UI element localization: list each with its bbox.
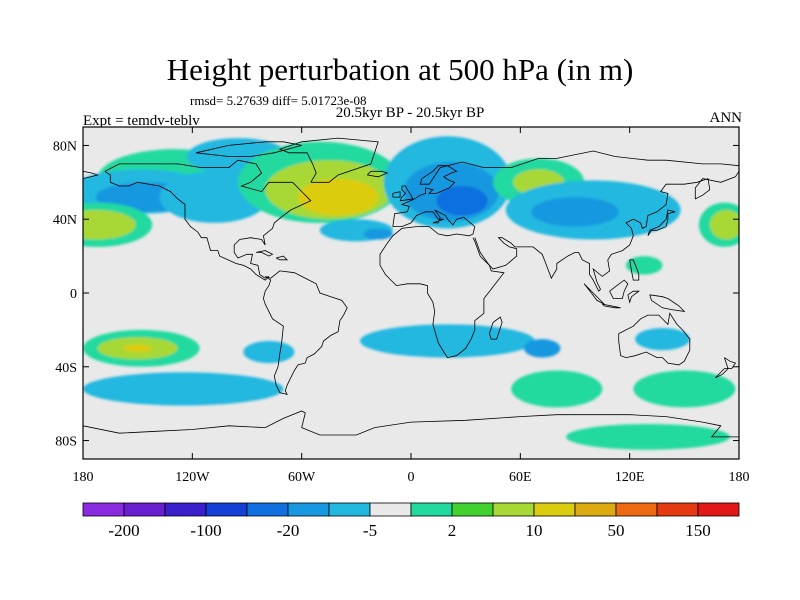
anomaly-neg-strong xyxy=(436,186,488,216)
coastline-segment xyxy=(488,316,503,340)
colorbar-swatch xyxy=(123,502,166,517)
coastline-segment xyxy=(83,170,100,179)
coastlines xyxy=(83,137,739,438)
anomaly-pos-strong xyxy=(123,344,153,353)
colorbar-swatch xyxy=(615,502,658,517)
anomaly-pos-mid xyxy=(709,210,739,240)
lon-tick-label: 0 xyxy=(408,470,415,485)
colorbar-label: 50 xyxy=(608,521,625,540)
coastline-segment xyxy=(104,159,312,281)
anomaly-neg-mod xyxy=(531,197,619,227)
coastline-segment xyxy=(649,294,686,312)
coastline-segment xyxy=(474,171,739,292)
anomaly-pos-strong xyxy=(298,178,379,216)
map-subtitle: 20.5kyr BP - 20.5kyr BP xyxy=(335,105,485,121)
colorbar-label: 2 xyxy=(448,521,457,540)
anomaly-pos-weak xyxy=(511,370,603,408)
colorbar-swatch xyxy=(451,502,494,517)
lat-tick-label: 40S xyxy=(55,361,77,376)
coastline-segment xyxy=(602,303,621,309)
colorbar-swatch xyxy=(656,502,699,517)
colorbar: -200 -100 -20 -5 2 10 50 150 xyxy=(82,502,740,540)
coastline-segment xyxy=(627,290,640,304)
coastline-segment xyxy=(367,170,389,178)
coastline-segment xyxy=(647,209,676,237)
colorbar-swatch xyxy=(246,502,289,517)
lon-tick-label: 60E xyxy=(509,470,532,485)
coastline-segment xyxy=(392,191,401,198)
experiment-label: Expt = temdv-teblv xyxy=(83,113,200,129)
colorbar-label: 10 xyxy=(526,521,543,540)
lat-tick-label: 80S xyxy=(55,435,77,450)
colorbar-swatch xyxy=(697,502,740,517)
lon-tick-label: 120W xyxy=(175,470,210,485)
anomaly-neg-mod xyxy=(363,228,393,240)
lon-tick-label: 180 xyxy=(73,470,94,485)
coastline-segment xyxy=(715,357,737,379)
colorbar-swatch xyxy=(328,502,371,517)
period-label: ANN xyxy=(709,110,743,126)
colorbar-swatch xyxy=(205,502,248,517)
colorbar-swatch xyxy=(410,502,453,517)
lat-tick-label: 0 xyxy=(70,287,77,302)
anomaly-neg-weak xyxy=(359,324,535,358)
coastline-segment xyxy=(276,255,289,261)
colorbar-swatch xyxy=(492,502,535,517)
coastline-segment xyxy=(278,137,379,183)
colorbar-swatch xyxy=(533,502,576,517)
colorbar-label: -100 xyxy=(190,521,221,540)
colorbar-swatch xyxy=(82,502,125,517)
anomaly-pos-weak xyxy=(633,370,736,408)
anomaly-pos-mid xyxy=(83,210,136,240)
colorbar-swatch xyxy=(369,502,412,517)
coastline-segment xyxy=(618,312,691,366)
colorbar-label: -20 xyxy=(277,521,300,540)
latitude-axis: 80N 40N 0 40S 80S xyxy=(53,139,739,450)
colorbar-label: 150 xyxy=(685,521,711,540)
colorbar-swatch xyxy=(164,502,207,517)
anomaly-pos-weak xyxy=(565,423,730,450)
lon-tick-label: 120E xyxy=(615,470,645,485)
coastline-segment xyxy=(262,270,348,395)
stats-line: rmsd= 5.27639 diff= 5.01723e-08 xyxy=(190,93,367,108)
longitude-axis: 180 120W 60W 0 60E 120E 180 xyxy=(73,127,750,485)
anomaly-neg-weak xyxy=(83,372,284,406)
coastline-segment xyxy=(392,150,739,227)
coastline-segment xyxy=(629,259,640,281)
coastline-segment xyxy=(399,185,414,202)
colorbar-label: -5 xyxy=(363,521,377,540)
coastline-segment xyxy=(609,279,629,299)
coastline-segment xyxy=(195,141,302,157)
colorbar-swatch xyxy=(287,502,330,517)
lon-tick-label: 180 xyxy=(729,470,750,485)
anomaly-neg-mod xyxy=(523,339,561,358)
anomaly-pos-weak xyxy=(626,256,663,275)
anomaly-neg-weak xyxy=(243,340,295,364)
lat-tick-label: 80N xyxy=(53,139,77,154)
coastline-segment xyxy=(83,410,739,438)
colorbar-swatch xyxy=(574,502,617,517)
lat-tick-label: 40N xyxy=(53,213,77,228)
anomaly-neg-weak xyxy=(635,328,690,351)
map-title: Height perturbation at 500 hPa (in m) xyxy=(166,52,634,87)
colorbar-label: -200 xyxy=(108,521,139,540)
coastline-segment xyxy=(256,250,274,257)
lon-tick-label: 60W xyxy=(288,470,316,485)
coastline-segment xyxy=(379,209,505,359)
